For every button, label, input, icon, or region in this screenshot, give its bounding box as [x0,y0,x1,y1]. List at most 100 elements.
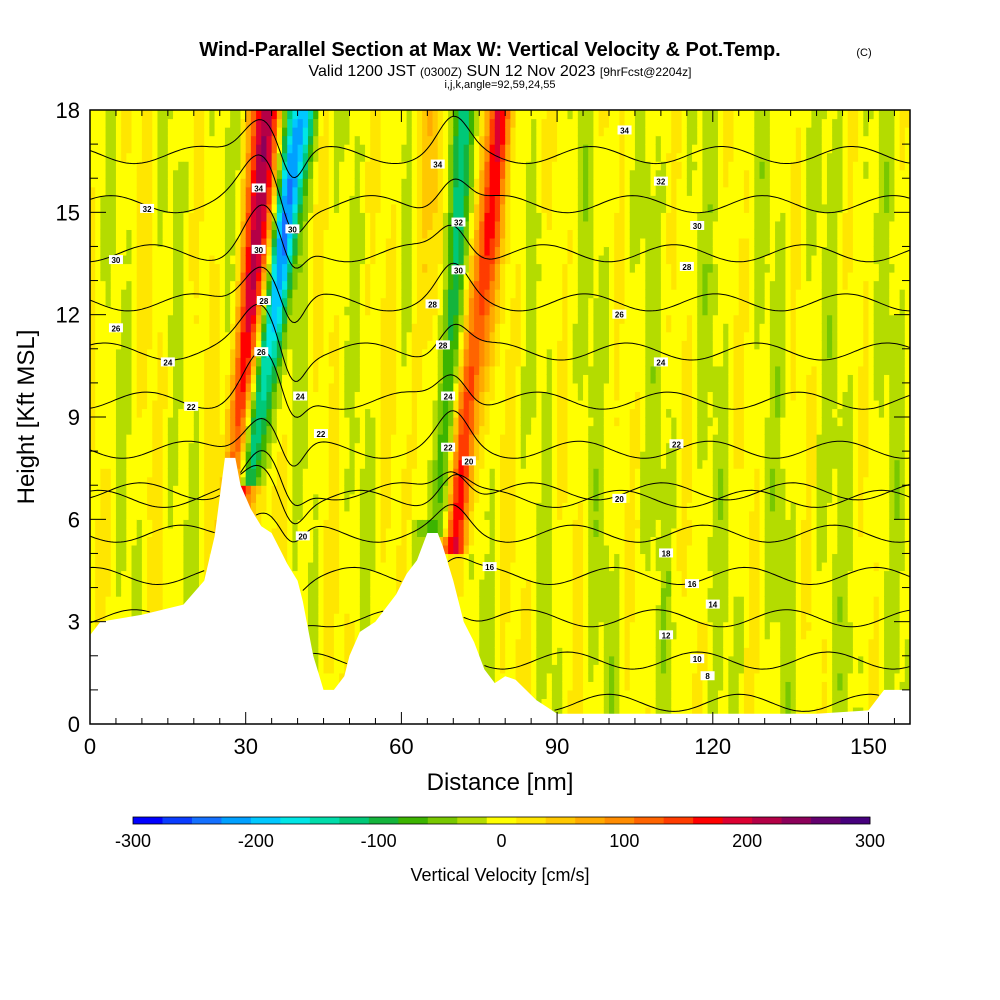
velocity-cell [442,306,449,316]
velocity-cell [282,399,288,410]
velocity-cell [442,272,449,282]
velocity-cell [147,391,153,401]
velocity-cell [256,118,262,128]
velocity-cell [235,220,242,230]
velocity-cell [437,425,444,435]
velocity-cell [349,272,356,282]
velocity-cell [152,596,159,606]
velocity-cell [323,553,330,563]
velocity-cell [339,348,345,358]
velocity-cell [333,417,340,427]
velocity-cell [126,314,133,324]
velocity-cell [152,451,159,461]
velocity-cell [100,417,107,427]
velocity-cell [224,425,231,435]
velocity-cell [370,613,377,623]
velocity-cell [354,178,361,188]
velocity-cell [380,246,387,256]
velocity-cell [178,135,185,145]
velocity-cell [302,169,309,179]
velocity-cell [391,502,397,512]
velocity-cell [282,118,288,128]
velocity-cell [416,502,423,512]
velocity-cell [162,502,169,512]
velocity-cell [214,306,221,316]
velocity-cell [198,186,205,196]
velocity-cell [411,485,418,495]
velocity-cell [313,169,319,179]
velocity-cell [380,408,387,418]
velocity-cell [157,417,164,427]
velocity-cell [344,434,351,444]
velocity-cell [432,127,439,137]
velocity-cell [224,212,231,222]
velocity-cell [188,434,195,444]
velocity-cell [266,468,273,478]
velocity-cell [219,365,226,375]
velocity-cell [136,272,143,282]
velocity-cell [422,425,428,435]
velocity-cell [391,161,397,171]
velocity-cell [162,203,169,213]
velocity-cell [188,365,195,375]
velocity-cell [121,476,127,486]
velocity-cell [240,323,247,333]
velocity-cell [406,425,413,435]
velocity-cell [328,289,335,299]
velocity-cell [100,587,107,597]
velocity-cell [344,399,351,410]
velocity-cell [193,127,200,137]
velocity-cell [323,195,330,205]
velocity-cell [442,323,449,333]
velocity-cell [359,314,366,324]
velocity-cell [313,408,319,418]
velocity-cell [95,195,101,205]
velocity-cell [302,229,309,239]
velocity-cell [328,451,335,461]
velocity-cell [173,374,179,384]
velocity-cell [396,152,402,162]
velocity-cell [287,272,294,282]
velocity-cell [126,297,133,307]
velocity-cell [287,365,294,375]
velocity-cell [261,203,268,213]
velocity-cell [427,323,434,333]
velocity-cell [442,434,449,444]
velocity-cell [380,357,387,367]
velocity-cell [100,374,107,384]
velocity-cell [204,331,210,341]
velocity-cell [173,110,179,120]
velocity-cell [359,246,366,256]
velocity-cell [282,178,288,188]
velocity-cell [354,434,361,444]
velocity-cell [354,254,361,265]
velocity-cell [193,195,200,205]
velocity-cell [198,161,205,171]
velocity-cell [427,485,434,495]
velocity-cell [224,169,231,179]
velocity-cell [183,212,190,222]
velocity-cell [230,374,236,384]
velocity-cell [287,527,294,537]
velocity-cell [209,203,216,213]
velocity-cell [287,280,294,290]
velocity-cell [136,144,143,154]
velocity-cell [391,229,397,239]
velocity-cell [365,263,371,273]
velocity-cell [349,527,356,537]
velocity-cell [230,118,236,128]
velocity-cell [406,536,413,546]
velocity-cell [318,246,325,256]
velocity-cell [307,502,314,512]
velocity-cell [422,246,428,256]
velocity-cell [198,178,205,188]
velocity-cell [370,186,377,196]
velocity-cell [287,434,294,444]
velocity-cell [178,408,185,418]
velocity-cell [214,348,221,358]
velocity-cell [339,186,345,196]
velocity-cell [344,587,351,597]
velocity-cell [131,348,138,358]
velocity-cell [121,169,127,179]
velocity-cell [370,527,377,537]
